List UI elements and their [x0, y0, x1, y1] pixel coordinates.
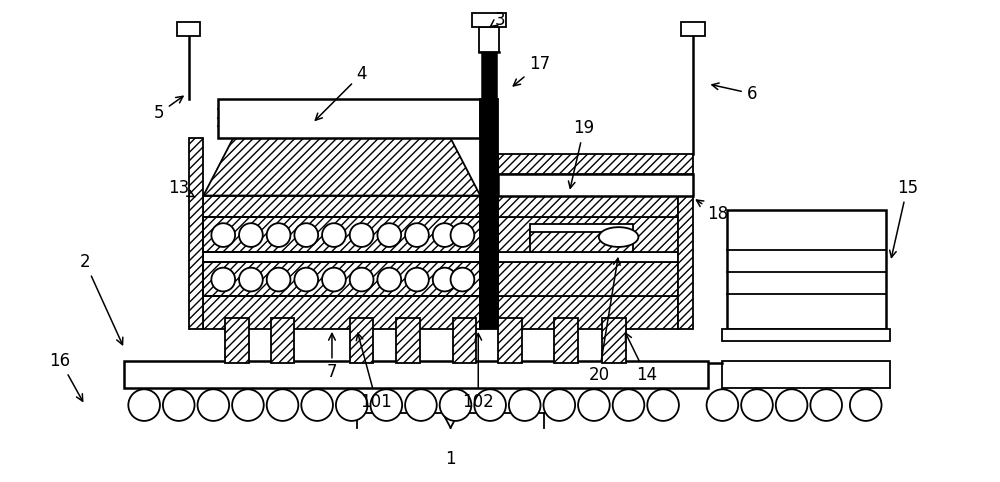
Bar	[681, 22, 705, 36]
Text: 19: 19	[568, 120, 595, 188]
Circle shape	[741, 389, 773, 421]
Circle shape	[810, 389, 842, 421]
Circle shape	[707, 389, 738, 421]
Circle shape	[647, 389, 679, 421]
Text: 3: 3	[490, 11, 505, 28]
Circle shape	[294, 268, 318, 292]
Bar	[203, 217, 480, 252]
Ellipse shape	[599, 227, 638, 247]
Circle shape	[850, 389, 882, 421]
Bar	[722, 361, 890, 388]
Bar	[350, 318, 373, 362]
Circle shape	[128, 389, 160, 421]
Circle shape	[198, 389, 229, 421]
Text: 2: 2	[80, 253, 123, 345]
Circle shape	[433, 268, 457, 292]
Text: 4: 4	[315, 65, 367, 120]
Bar	[177, 22, 200, 36]
Circle shape	[578, 389, 610, 421]
Circle shape	[163, 389, 195, 421]
Bar	[124, 361, 708, 388]
Bar	[498, 154, 693, 174]
Circle shape	[776, 389, 807, 421]
Text: 18: 18	[696, 200, 728, 223]
Circle shape	[440, 389, 471, 421]
Bar	[203, 262, 480, 296]
Bar	[189, 138, 203, 329]
Text: 5: 5	[154, 96, 183, 122]
Circle shape	[239, 268, 263, 292]
Text: 102: 102	[462, 334, 494, 411]
Polygon shape	[203, 138, 480, 196]
Bar	[498, 296, 678, 329]
Circle shape	[350, 223, 373, 247]
Bar	[271, 318, 294, 362]
Text: 17: 17	[513, 55, 550, 86]
Circle shape	[211, 268, 235, 292]
Bar	[396, 318, 420, 362]
Text: 7: 7	[327, 334, 337, 381]
Circle shape	[232, 389, 264, 421]
Bar	[203, 252, 480, 262]
Bar	[530, 232, 633, 252]
Text: 14: 14	[625, 333, 657, 385]
Circle shape	[451, 268, 474, 292]
Bar	[203, 217, 480, 252]
Circle shape	[433, 223, 457, 247]
Text: 20: 20	[588, 258, 620, 385]
Bar	[498, 252, 678, 262]
Bar	[203, 262, 480, 296]
Bar	[554, 318, 578, 362]
Circle shape	[267, 389, 298, 421]
Bar	[678, 196, 693, 329]
Circle shape	[336, 389, 368, 421]
Bar	[602, 318, 626, 362]
Circle shape	[301, 389, 333, 421]
Text: 6: 6	[712, 83, 757, 103]
Circle shape	[239, 223, 263, 247]
Text: 15: 15	[890, 179, 918, 257]
Bar	[530, 224, 633, 242]
Circle shape	[543, 389, 575, 421]
Bar	[498, 262, 678, 296]
Bar	[479, 27, 499, 52]
Text: 101: 101	[356, 334, 392, 411]
Bar	[218, 99, 480, 138]
Circle shape	[451, 223, 474, 247]
Bar	[453, 318, 476, 362]
Circle shape	[371, 389, 402, 421]
Text: 13: 13	[168, 179, 195, 197]
Circle shape	[405, 223, 429, 247]
Bar	[498, 174, 693, 196]
Circle shape	[405, 268, 429, 292]
Text: 1: 1	[445, 451, 456, 469]
Bar	[498, 318, 522, 362]
Bar	[203, 196, 480, 217]
Text: 16: 16	[50, 351, 83, 401]
Circle shape	[377, 268, 401, 292]
Circle shape	[377, 223, 401, 247]
Bar	[722, 329, 890, 341]
Bar	[225, 318, 249, 362]
Circle shape	[267, 268, 290, 292]
Circle shape	[267, 223, 290, 247]
Circle shape	[613, 389, 644, 421]
Circle shape	[322, 223, 346, 247]
Circle shape	[322, 268, 346, 292]
Circle shape	[350, 268, 373, 292]
Bar	[498, 217, 678, 252]
Bar	[480, 99, 498, 329]
Circle shape	[211, 223, 235, 247]
Bar	[203, 296, 480, 329]
Circle shape	[294, 223, 318, 247]
Bar	[482, 52, 496, 99]
Circle shape	[405, 389, 437, 421]
Bar	[498, 196, 678, 217]
Circle shape	[509, 389, 541, 421]
Bar	[472, 13, 506, 27]
Bar	[727, 210, 886, 329]
Circle shape	[474, 389, 506, 421]
